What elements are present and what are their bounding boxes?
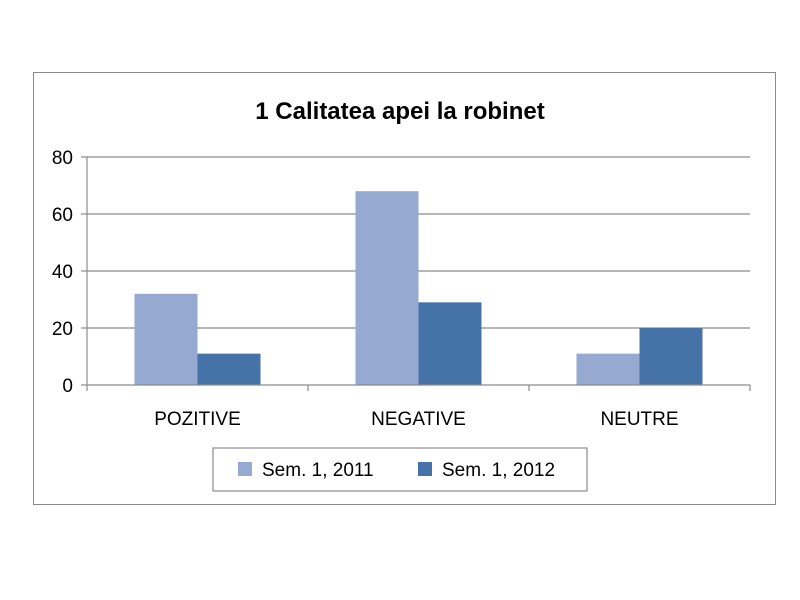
- legend: Sem. 1, 2011 Sem. 1, 2012: [212, 447, 588, 492]
- chart-title: 1 Calitatea apei la robinet: [255, 98, 544, 125]
- bar-negative-series-1: [355, 191, 419, 385]
- category-label: NEUTRE: [600, 409, 678, 430]
- axes: 0 20 40 60 80 POZITIVE NEGATIVE NEUTRE: [52, 148, 751, 430]
- category-label: POZITIVE: [154, 409, 241, 430]
- bar-neutre-series-2: [639, 328, 703, 385]
- legend-swatch: [418, 462, 432, 476]
- y-tick-label: 80: [52, 148, 73, 169]
- legend-label: Sem. 1, 2011: [262, 460, 374, 481]
- y-tick-label: 60: [52, 205, 73, 226]
- y-tick-label: 20: [52, 319, 73, 340]
- y-tick-label: 40: [52, 262, 73, 283]
- legend-swatch: [238, 462, 252, 476]
- bar-pozitive-series-2: [197, 353, 261, 385]
- category-label: NEGATIVE: [371, 409, 466, 430]
- bar-pozitive-series-1: [134, 293, 198, 385]
- bars: [134, 191, 703, 385]
- legend-box: [212, 447, 588, 492]
- legend-label: Sem. 1, 2012: [442, 460, 555, 481]
- bar-neutre-series-1: [576, 353, 640, 385]
- bar-negative-series-2: [418, 302, 482, 385]
- y-tick-label: 0: [62, 376, 73, 397]
